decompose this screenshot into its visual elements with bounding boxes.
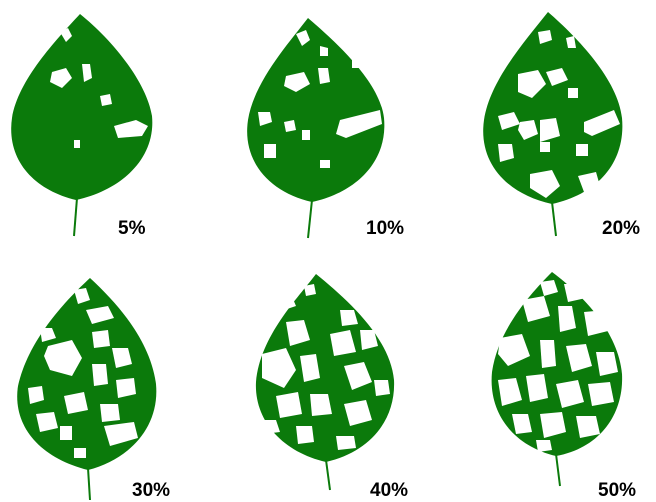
- leaf-holes: [498, 280, 618, 452]
- leaf-stem: [325, 459, 331, 491]
- leaf-shape: [247, 18, 385, 202]
- leaf-holes: [262, 284, 390, 450]
- leaf-holes: [258, 30, 382, 168]
- leaf-holes: [28, 288, 138, 458]
- leaf-panel-20: 20%: [483, 12, 640, 239]
- percent-label: 30%: [132, 480, 170, 501]
- leaf-stem: [551, 201, 557, 237]
- leaf-shape: [11, 14, 153, 200]
- percent-label: 40%: [370, 480, 408, 501]
- leaf-panel-30: 30%: [17, 278, 170, 501]
- leaf-stem: [307, 199, 313, 239]
- leaf-shape: [17, 278, 157, 470]
- leaf-panel-50: 50%: [491, 272, 636, 501]
- leaf-stem: [73, 197, 78, 237]
- percent-label: 10%: [366, 218, 404, 239]
- leaf-panel-10: 10%: [247, 18, 404, 239]
- leaf-stem: [87, 467, 91, 501]
- percent-label: 50%: [598, 480, 636, 501]
- leaf-panel-40: 40%: [255, 274, 408, 501]
- leaf-stem: [555, 453, 561, 487]
- percent-label: 5%: [118, 218, 146, 239]
- percent-label: 20%: [602, 218, 640, 239]
- leaf-panel-5: 5%: [11, 14, 153, 239]
- leaf-holes: [50, 28, 148, 148]
- leaf-holes: [498, 30, 620, 198]
